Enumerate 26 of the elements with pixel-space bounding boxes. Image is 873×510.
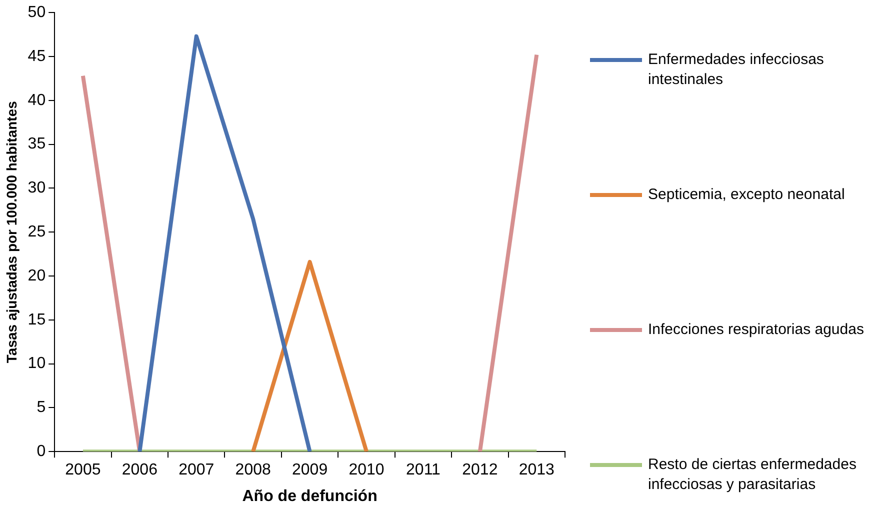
y-tick-label: 10 xyxy=(28,355,46,372)
y-tick-label: 50 xyxy=(28,4,46,22)
x-tick-label: 2013 xyxy=(518,462,555,479)
x-tick-label: 2008 xyxy=(235,462,271,479)
x-tick-label: 2007 xyxy=(178,462,214,479)
legend-label: Infecciones respiratorias agudas xyxy=(648,320,864,340)
x-tick-label: 2010 xyxy=(348,462,384,479)
legend-label: Septicemia, excepto neonatal xyxy=(648,185,845,205)
y-tick-label: 40 xyxy=(28,92,46,109)
y-tick-label: 25 xyxy=(28,224,46,241)
y-tick-label: 15 xyxy=(28,311,46,328)
x-tick-label: 2012 xyxy=(462,462,498,479)
y-axis-title: Tasas ajustadas por 100.000 habitantes xyxy=(3,100,20,364)
y-tick-label: 20 xyxy=(28,267,46,284)
y-tick-label: 0 xyxy=(36,443,46,460)
x-tick-label: 2011 xyxy=(406,462,441,479)
legend-label: Enfermedades infecciosas intestinales xyxy=(648,50,825,90)
x-tick-label: 2006 xyxy=(122,462,158,479)
x-axis-title: Año de defunción xyxy=(242,488,378,505)
y-tick-label: 5 xyxy=(36,399,46,416)
y-tick-label: 45 xyxy=(28,48,46,65)
y-tick-label: 30 xyxy=(28,180,46,197)
x-tick-label: 2005 xyxy=(65,462,101,479)
legend-label: Resto de ciertas enfermedades infecciosas y parasitarias xyxy=(648,455,858,495)
y-tick-label: 35 xyxy=(28,136,46,153)
x-tick-label: 2009 xyxy=(292,462,328,479)
